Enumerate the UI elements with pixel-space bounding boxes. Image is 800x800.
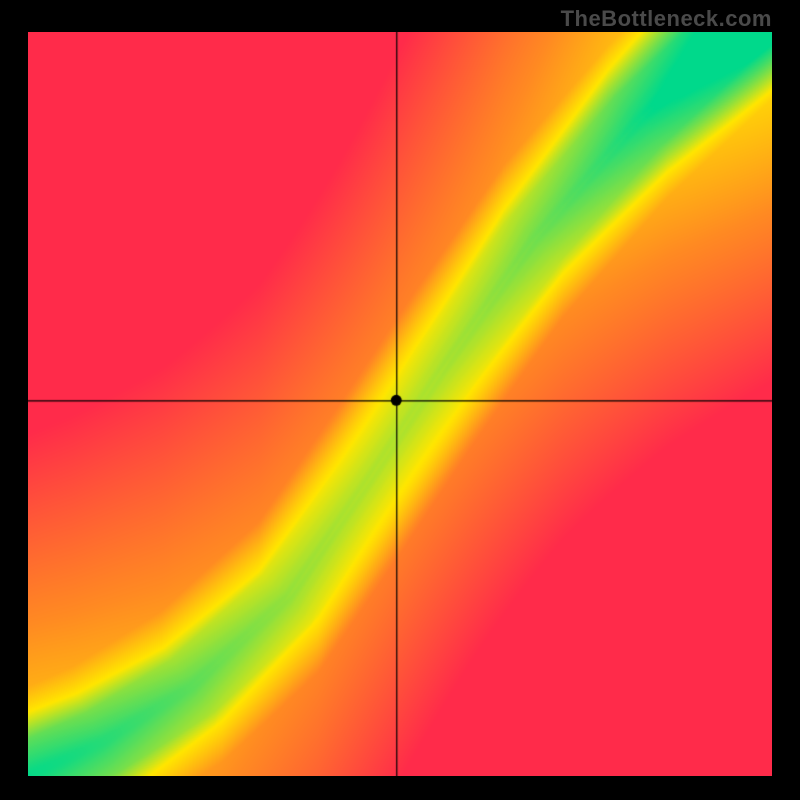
watermark-text: TheBottleneck.com <box>561 6 772 32</box>
heatmap-canvas <box>28 32 772 776</box>
heatmap-plot-area <box>28 32 772 776</box>
